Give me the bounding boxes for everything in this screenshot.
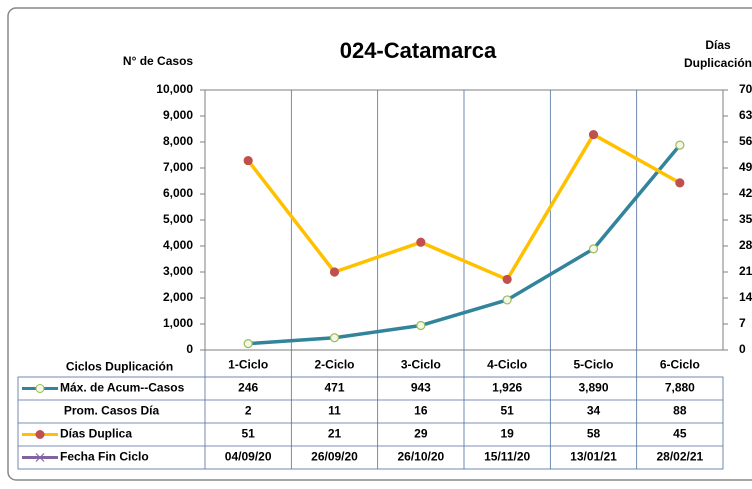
legend-label: Fecha Fin Ciclo — [60, 450, 149, 464]
table-cell: 19 — [500, 427, 514, 441]
y2-tick-label: 35 — [739, 212, 752, 226]
legend-key-marker — [35, 453, 45, 462]
table-cell: 13/01/21 — [570, 450, 617, 464]
table-cell: 21 — [328, 427, 342, 441]
y-tick-label: 2,000 — [163, 290, 193, 304]
y2-tick-label: 14 — [739, 290, 752, 304]
table-cell: 88 — [673, 404, 687, 418]
series-marker — [502, 274, 512, 285]
table-cell: 58 — [587, 427, 601, 441]
y-tick-label: 7,000 — [163, 160, 193, 174]
y2-tick-label: 0 — [739, 342, 746, 356]
y2-tick-label: 56 — [739, 134, 752, 148]
table-cell: 34 — [587, 404, 601, 418]
y-tick-label: 1,000 — [163, 316, 193, 330]
table-cell: 45 — [673, 427, 687, 441]
table-cell: 11 — [328, 404, 341, 418]
series-marker — [329, 333, 340, 343]
series-marker — [588, 244, 599, 254]
y2-tick-label: 49 — [739, 160, 752, 174]
x-tick-label: 4-Ciclo — [487, 358, 527, 372]
series-marker — [243, 339, 253, 349]
y2-tick-label: 70 — [739, 82, 752, 96]
y-tick-label: 9,000 — [163, 108, 193, 122]
table-cell: 2 — [245, 404, 252, 418]
table-cell: 51 — [500, 404, 514, 418]
table-cell: 28/02/21 — [656, 450, 703, 464]
table-cell: 7,880 — [665, 381, 695, 395]
y-tick-label: 8,000 — [163, 134, 193, 148]
y-tick-label: 0 — [186, 342, 193, 356]
table-cell: 1,926 — [492, 381, 522, 395]
table-cell: 04/09/20 — [225, 450, 272, 464]
y2-tick-label: 7 — [739, 316, 746, 330]
y2-axis-label: Duplicación — [684, 56, 752, 70]
table-cell: 943 — [411, 381, 431, 395]
table-cell: 26/10/20 — [397, 450, 444, 464]
table-cell: 16 — [414, 404, 428, 418]
series-marker — [329, 267, 340, 277]
table-cell: 246 — [238, 381, 258, 395]
y2-tick-label: 28 — [739, 238, 752, 252]
y-tick-label: 6,000 — [163, 186, 193, 200]
y2-axis-label: Días — [705, 38, 731, 52]
series-marker — [416, 237, 426, 247]
table-cell: 26/09/20 — [311, 450, 358, 464]
table-cell: 3,890 — [578, 381, 608, 395]
legend-label: Prom. Casos Día — [64, 404, 160, 418]
legend-label: Máx. de Acum--Casos — [60, 381, 185, 395]
y-tick-label: 5,000 — [163, 212, 193, 226]
series-marker — [502, 295, 512, 305]
y-tick-label: 3,000 — [163, 264, 193, 278]
y-tick-label: 4,000 — [163, 238, 193, 252]
x-tick-label: 1-Ciclo — [228, 358, 268, 372]
series-marker — [675, 140, 685, 150]
series-line — [248, 144, 682, 346]
chart-title: 024-Catamarca — [340, 38, 497, 63]
y-tick-label: 10,000 — [156, 82, 193, 96]
x-tick-label: 2-Ciclo — [314, 358, 354, 372]
chart-frame — [7, 7, 752, 481]
y2-tick-label: 21 — [739, 264, 752, 278]
y2-tick-label: 42 — [739, 186, 752, 200]
legend-label: Días Duplica — [60, 427, 132, 441]
legend-key-marker — [35, 384, 45, 393]
series-marker — [588, 129, 599, 140]
table-cell: 471 — [324, 381, 344, 395]
table-cell: 29 — [414, 427, 428, 441]
table-cell: 15/11/20 — [484, 450, 530, 464]
table-cell: 51 — [241, 427, 255, 441]
series-marker — [243, 155, 253, 166]
series-line — [246, 132, 681, 282]
series-marker — [675, 178, 685, 188]
x-tick-label: 3-Ciclo — [401, 358, 441, 372]
table-header: Ciclos Duplicación — [66, 360, 173, 374]
legend-key-marker — [35, 430, 45, 439]
x-tick-label: 5-Ciclo — [573, 358, 613, 372]
x-tick-label: 6-Ciclo — [660, 358, 700, 372]
y2-tick-label: 63 — [739, 108, 752, 122]
y-axis-label: N° de Casos — [123, 54, 193, 68]
series-marker — [416, 320, 426, 331]
